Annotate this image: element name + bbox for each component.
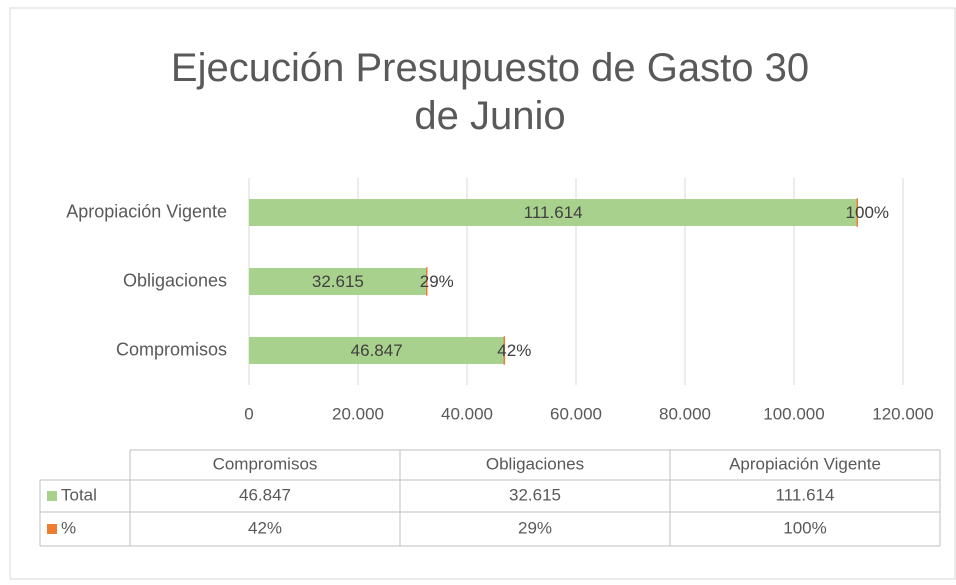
y-tick-label: Apropiación Vigente	[66, 201, 227, 221]
y-tick-label: Compromisos	[116, 339, 227, 359]
data-label: 46.847	[351, 341, 403, 360]
x-tick-label: 60.000	[550, 404, 602, 423]
x-tick-label: 40.000	[441, 404, 493, 423]
x-tick-label: 100.000	[763, 404, 824, 423]
table-cell: 29%	[518, 518, 552, 537]
legend-label: Total	[61, 485, 97, 504]
table-cell: 100%	[783, 518, 826, 537]
data-label: 29%	[420, 272, 454, 291]
table-header: Compromisos	[213, 454, 318, 473]
x-tick-label: 80.000	[659, 404, 711, 423]
table-cell: 32.615	[509, 485, 561, 504]
table-cell: 111.614	[776, 485, 835, 504]
table-header: Apropiación Vigente	[729, 454, 881, 473]
x-tick-label: 0	[244, 404, 253, 423]
data-label: 32.615	[312, 272, 364, 291]
data-label: 100%	[846, 203, 889, 222]
x-tick-label: 120.000	[872, 404, 933, 423]
data-label: 42%	[497, 341, 531, 360]
table-cell: 46.847	[239, 485, 291, 504]
data-label: 111.614	[524, 203, 583, 222]
table-cell: 42%	[248, 518, 282, 537]
y-tick-label: Obligaciones	[123, 270, 227, 290]
table-header: Obligaciones	[486, 454, 584, 473]
legend-key	[47, 524, 57, 534]
x-tick-label: 20.000	[332, 404, 384, 423]
legend-key	[47, 491, 57, 501]
legend-label: %	[61, 518, 76, 537]
